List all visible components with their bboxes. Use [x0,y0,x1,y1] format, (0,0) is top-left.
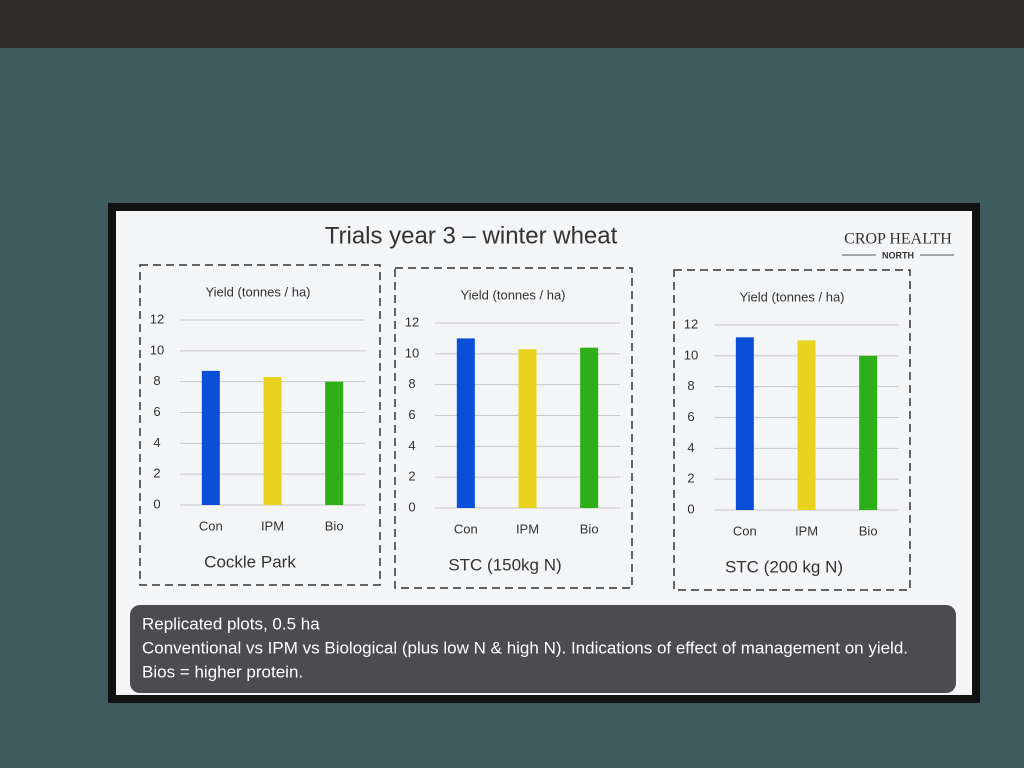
x-tick-label: Con [454,521,478,536]
y-tick-label: 2 [687,471,694,486]
bar [797,340,816,510]
ceiling [0,0,1024,48]
bar [456,338,475,508]
x-tick-label: IPM [516,521,539,536]
y-tick-label: 6 [408,407,415,422]
bar [859,355,878,510]
y-tick-label: 0 [153,496,160,511]
y-axis-label: Yield (tonnes / ha) [739,289,844,304]
x-tick-label: Bio [325,518,344,533]
y-tick-label: 10 [405,345,419,360]
bar [580,347,599,508]
bar [201,370,220,505]
logo-sub: NORTH [882,250,914,260]
slide-title: Trials year 3 – winter wheat [325,222,618,249]
x-tick-label: Bio [580,521,599,536]
y-tick-label: 8 [153,373,160,388]
bar [518,349,537,508]
chart-title: STC (150kg N) [448,555,561,574]
bar [325,381,344,505]
y-tick-label: 10 [684,347,698,362]
x-tick-label: Con [733,523,757,538]
panel-border [394,267,633,589]
bar [263,377,282,505]
logo-main: CROP HEALTH [844,231,952,248]
y-tick-label: 12 [684,316,698,331]
x-tick-label: IPM [261,518,284,533]
y-tick-label: 12 [150,311,164,326]
chart-title: Cockle Park [204,552,296,571]
note-line: Replicated plots, 0.5 ha [142,614,320,633]
note-line: Conventional vs IPM vs Biological (plus … [142,638,908,657]
y-tick-label: 10 [150,342,164,357]
notes-box [130,605,956,693]
y-tick-label: 2 [408,469,415,484]
y-tick-label: 4 [687,440,694,455]
y-tick-label: 4 [408,438,415,453]
y-tick-label: 8 [408,376,415,391]
y-tick-label: 8 [687,378,694,393]
y-tick-label: 0 [687,501,694,516]
note-line: Bios = higher protein. [142,662,303,681]
y-tick-label: 12 [405,314,419,329]
y-tick-label: 0 [408,499,415,514]
x-tick-label: IPM [795,523,818,538]
panel-border [139,264,381,586]
bar [735,337,754,510]
x-tick-label: Con [199,518,223,533]
y-axis-label: Yield (tonnes / ha) [460,287,565,302]
panel-border [673,269,911,591]
y-tick-label: 6 [687,409,694,424]
y-tick-label: 6 [153,404,160,419]
chart-title: STC (200 kg N) [725,557,843,576]
y-tick-label: 4 [153,435,160,450]
x-tick-label: Bio [859,523,878,538]
y-axis-label: Yield (tonnes / ha) [205,284,310,299]
y-tick-label: 2 [153,466,160,481]
